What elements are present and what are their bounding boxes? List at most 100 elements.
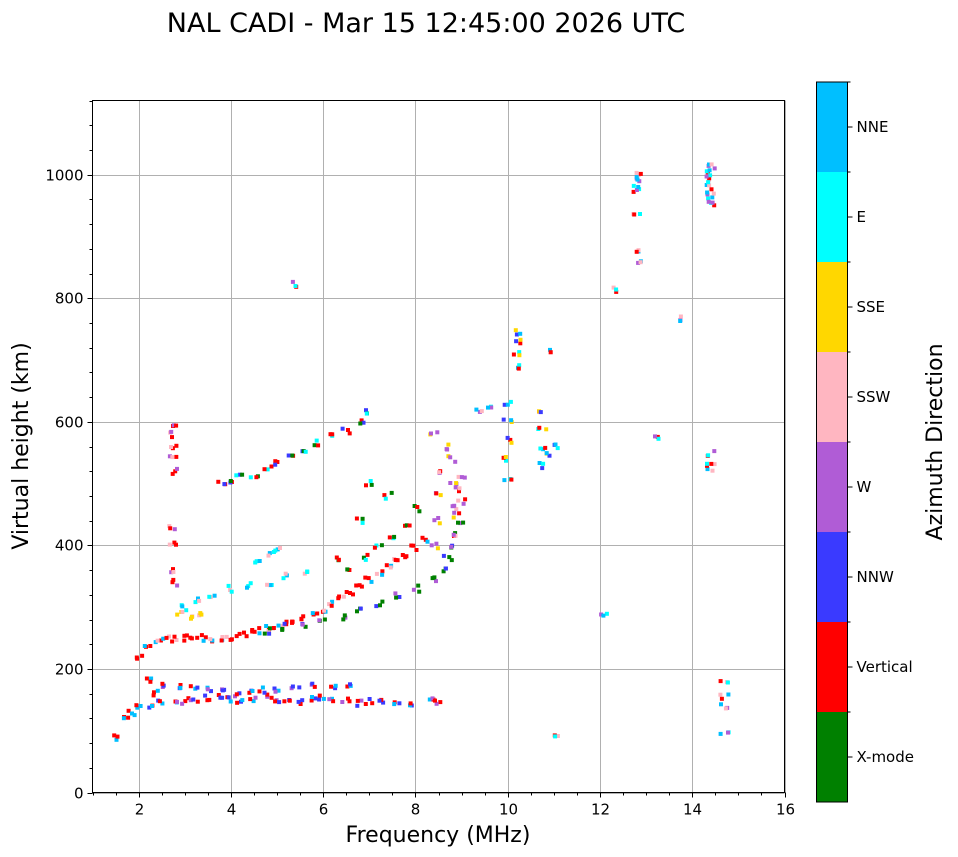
- echo-point: [167, 634, 171, 639]
- echo-point: [171, 570, 176, 574]
- echo-point: [441, 553, 446, 558]
- echo-point: [432, 518, 437, 523]
- echo-point: [357, 583, 362, 588]
- echo-point: [170, 471, 175, 476]
- echo-point: [287, 698, 292, 703]
- echo-point: [268, 583, 273, 588]
- echo-point: [518, 331, 523, 336]
- echo-point: [140, 653, 145, 658]
- echo-point: [555, 734, 560, 738]
- echo-point: [293, 284, 298, 288]
- echo-point: [517, 350, 522, 355]
- echo-point: [705, 467, 710, 472]
- echo-point: [220, 688, 225, 693]
- echo-point: [197, 598, 202, 603]
- echo-point: [144, 676, 149, 681]
- echo-point: [614, 289, 619, 294]
- colorbar-label: Azimuth Direction: [923, 343, 948, 540]
- echo-point: [457, 511, 462, 516]
- echo-point: [188, 698, 193, 703]
- echo-point: [397, 595, 402, 599]
- echo-point: [226, 583, 231, 588]
- echo-point: [705, 461, 709, 466]
- echo-point: [191, 697, 196, 702]
- echo-point: [126, 708, 131, 713]
- echo-point: [237, 472, 242, 477]
- echo-point: [188, 684, 193, 689]
- echo-point: [175, 612, 180, 617]
- y-axis: 0 200 400 600 800 1000: [45, 101, 93, 803]
- echo-point: [712, 449, 717, 454]
- echo-point: [171, 423, 176, 428]
- echo-point: [443, 566, 448, 571]
- echo-point: [317, 618, 322, 623]
- echo-point: [290, 453, 295, 458]
- echo-point: [374, 604, 379, 609]
- echo-point: [276, 688, 281, 693]
- echo-point: [300, 622, 305, 627]
- echo-point: [196, 596, 200, 601]
- echo-point: [392, 702, 397, 707]
- echo-point: [449, 544, 454, 549]
- echo-point: [174, 443, 179, 448]
- echo-point: [341, 617, 346, 622]
- echo-point: [461, 501, 466, 506]
- echo-point: [271, 626, 276, 630]
- echo-point: [171, 567, 175, 572]
- echo-point: [273, 689, 278, 694]
- echo-point: [336, 596, 341, 601]
- echo-point: [300, 698, 305, 703]
- echo-point: [404, 523, 409, 528]
- echo-point: [158, 638, 163, 643]
- echo-point: [437, 470, 442, 475]
- echo-point: [719, 702, 723, 707]
- echo-point: [269, 695, 274, 700]
- echo-point: [178, 683, 183, 687]
- echo-point: [312, 443, 317, 448]
- echo-point: [513, 328, 518, 333]
- echo-point: [705, 190, 710, 195]
- echo-point: [302, 571, 307, 576]
- x-tick-label: 10: [499, 801, 518, 819]
- echo-point: [400, 553, 405, 557]
- echo-point: [262, 467, 267, 472]
- echo-point: [543, 445, 548, 450]
- echo-point: [706, 196, 711, 201]
- echo-point: [212, 593, 217, 598]
- echo-point: [411, 587, 416, 592]
- echo-point: [438, 700, 443, 705]
- echo-point: [205, 698, 210, 703]
- echo-point: [718, 692, 723, 697]
- echo-point: [226, 695, 231, 700]
- echo-point: [678, 314, 683, 319]
- echo-point: [346, 428, 350, 432]
- echo-point: [174, 638, 179, 642]
- echo-point: [364, 411, 369, 416]
- echo-point: [184, 633, 189, 638]
- data-marks: [112, 162, 731, 742]
- echo-point: [456, 498, 461, 503]
- echo-point: [502, 402, 507, 407]
- echo-point: [265, 467, 270, 472]
- x-tick-label: 4: [227, 801, 237, 819]
- echo-point: [313, 696, 318, 701]
- echo-point: [262, 631, 267, 636]
- echo-point: [368, 479, 373, 483]
- echo-point: [453, 459, 458, 464]
- echo-point: [114, 737, 119, 742]
- echo-point: [369, 482, 374, 487]
- colorbar-swatch: [816, 262, 848, 352]
- echo-point: [296, 699, 301, 704]
- echo-point: [216, 693, 221, 697]
- echo-point: [392, 534, 397, 539]
- echo-point: [135, 656, 140, 661]
- echo-point: [678, 319, 683, 323]
- y-tick-label: 0: [74, 785, 84, 803]
- echo-point: [604, 611, 609, 616]
- echo-point: [502, 478, 507, 483]
- echo-point: [310, 611, 315, 616]
- echo-point: [348, 591, 352, 595]
- colorbar-frame: [816, 81, 848, 803]
- echo-point: [309, 698, 314, 703]
- echo-point: [272, 686, 277, 691]
